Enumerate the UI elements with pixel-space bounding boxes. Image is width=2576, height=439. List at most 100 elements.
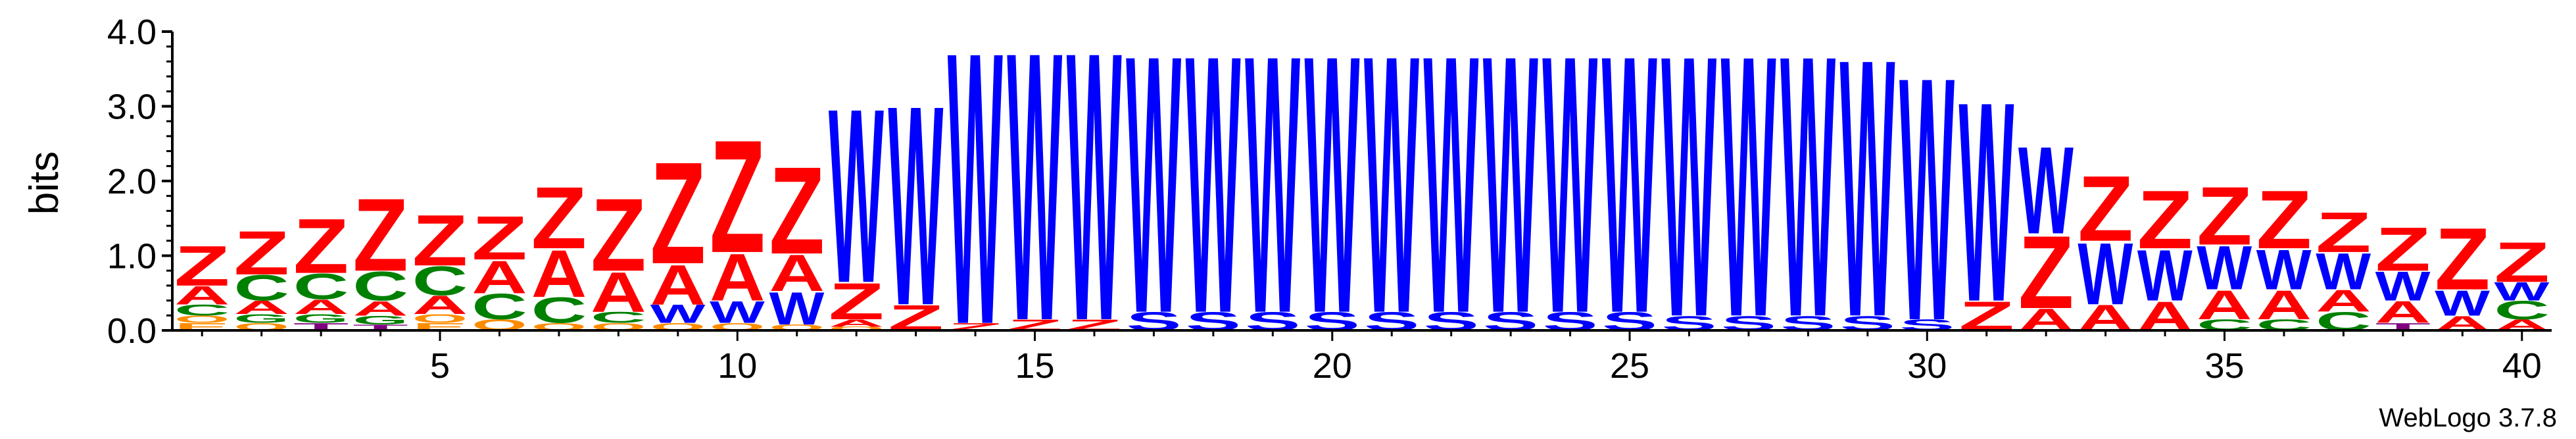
logo-letter-w: W — [1542, 0, 1598, 390]
logo-letter-z: Z — [829, 272, 884, 330]
logo-letter-w: W — [948, 0, 1004, 406]
logo-letter-w: W — [2018, 121, 2074, 260]
logo-letter-o: O — [412, 311, 468, 325]
logo-letter-w: W — [1483, 0, 1539, 390]
x-tick-label: 5 — [430, 346, 450, 386]
logo-letter-z: Z — [2435, 210, 2490, 309]
logo-letter-w: W — [1364, 0, 1420, 390]
logo-letter-g: G — [352, 313, 408, 327]
logo-letter-a: A — [769, 244, 825, 302]
y-tick-label: 2.0 — [107, 162, 157, 201]
logo-letter-w: W — [1602, 0, 1658, 390]
logo-letter-w: W — [2137, 235, 2193, 316]
logo-letter-z: Z — [769, 142, 825, 280]
logo-letter-c: C — [352, 263, 408, 309]
logo-letter-o: O — [174, 314, 230, 325]
logo-letter-z: Z — [2494, 231, 2550, 294]
logo-letter-c: C — [591, 309, 646, 326]
logo-letter-a: A — [174, 281, 230, 310]
logo-letter-w: W — [2435, 282, 2490, 323]
logo-letter-a: A — [591, 260, 646, 324]
logo-letter-c: C — [531, 290, 587, 331]
logo-letter-c: C — [233, 268, 289, 309]
logo-letter-z: Z — [2137, 174, 2193, 267]
logo-letter-z: Z — [650, 132, 706, 295]
logo-letter-w: W — [2078, 225, 2133, 324]
x-tick-label: 20 — [1313, 346, 1352, 386]
x-tick-label: 10 — [717, 346, 757, 386]
logo-letter-a: A — [829, 317, 884, 329]
y-tick-label: 1.0 — [107, 237, 157, 276]
logo-letter-c: C — [472, 286, 527, 327]
logo-letter-w: W — [769, 282, 825, 334]
x-tick-label: 40 — [2502, 346, 2542, 386]
logo-letter-z: Z — [591, 178, 646, 293]
logo-letter-a: A — [531, 236, 587, 312]
logo-letter-z: Z — [2316, 201, 2371, 264]
logo-letter-g: G — [293, 311, 349, 325]
logo-letter-w: W — [2316, 242, 2371, 300]
logo-letter-z: Z — [2375, 215, 2431, 284]
logo-letter-a: A — [2197, 282, 2252, 328]
logo-letter-z: Z — [2256, 174, 2312, 267]
logo-letter-w: W — [1126, 0, 1182, 390]
logo-letter-z: Z — [293, 203, 349, 290]
logo-letter-a: A — [472, 251, 527, 303]
logo-letter-z: Z — [710, 107, 765, 286]
logo-letter-z: Z — [2078, 156, 2133, 261]
logo-letter-w: W — [710, 296, 766, 330]
logo-letter-w: W — [1186, 0, 1242, 390]
logo-letter-w: W — [1245, 0, 1301, 390]
logo-letter-w: W — [1423, 0, 1479, 390]
logo-letter-w: W — [2197, 234, 2252, 303]
logo-letter-a: A — [2316, 284, 2371, 319]
logo-letter-z: Z — [352, 178, 408, 293]
y-axis-label: bits — [22, 151, 67, 215]
y-tick-label: 0.0 — [107, 311, 157, 351]
x-tick-label: 30 — [1907, 346, 1947, 386]
x-tick-label: 15 — [1015, 346, 1054, 386]
logo-letter-z: Z — [412, 200, 468, 282]
logo-letter-z: Z — [174, 235, 230, 298]
logo-letter-w: W — [2494, 277, 2550, 306]
logo-letter-a: A — [352, 297, 408, 320]
logo-letter-a: A — [233, 297, 289, 319]
logo-letter-a: A — [2375, 295, 2431, 330]
logo-letter-g: G — [233, 311, 289, 325]
logo-letter-w: W — [1067, 0, 1123, 401]
x-ticks: 5 10 15 20 25 30 35 40 — [201, 330, 2542, 386]
logo-letter-w: W — [2375, 263, 2431, 309]
logo-letter-w: W — [1959, 43, 2015, 361]
axes — [171, 32, 2552, 332]
logo-letter-z: Z — [531, 168, 587, 267]
logo-letter-w: W — [1840, 0, 1896, 394]
logo-letter-a: A — [2256, 282, 2312, 328]
x-tick-label: 25 — [1610, 346, 1649, 386]
logo-letter-a: A — [650, 253, 706, 317]
logo-letter-w: W — [888, 47, 944, 365]
logo-letter-z: Z — [472, 204, 527, 273]
logo-letter-w: W — [2256, 238, 2312, 302]
logo-letter-z: Z — [2018, 215, 2074, 330]
logo-letter-w: W — [1899, 5, 1955, 394]
logo-letter-o: O — [829, 326, 884, 332]
logo-letter-z: Z — [2197, 170, 2252, 263]
logo-letter-w: W — [829, 57, 885, 336]
weblogo-credit: WebLogo 3.7.8 — [2379, 403, 2557, 432]
logo-letter-c: C — [2494, 296, 2550, 325]
logo-letter-w: W — [1305, 0, 1361, 390]
logo-letter-a: A — [412, 291, 468, 320]
x-tick-label: 35 — [2204, 346, 2244, 386]
logo-letter-c: C — [293, 267, 349, 307]
y-tick-label: 3.0 — [107, 88, 157, 127]
y-ticks: 0.0 1.0 2.0 3.0 4.0 — [107, 13, 172, 351]
y-tick-label: 4.0 — [107, 13, 157, 52]
logo-letter-a: A — [293, 296, 349, 319]
letter-stacks: EOCAZOGACZTGACZTGACZEOACZOCAZOCAZOCAZOWA… — [174, 0, 2550, 406]
logo-letter-c: C — [174, 301, 230, 319]
logo-letter-a: A — [710, 240, 765, 315]
logo-letter-w: W — [650, 299, 706, 328]
logo-letter-z: Z — [233, 219, 289, 288]
logo-letter-c: C — [412, 258, 468, 304]
